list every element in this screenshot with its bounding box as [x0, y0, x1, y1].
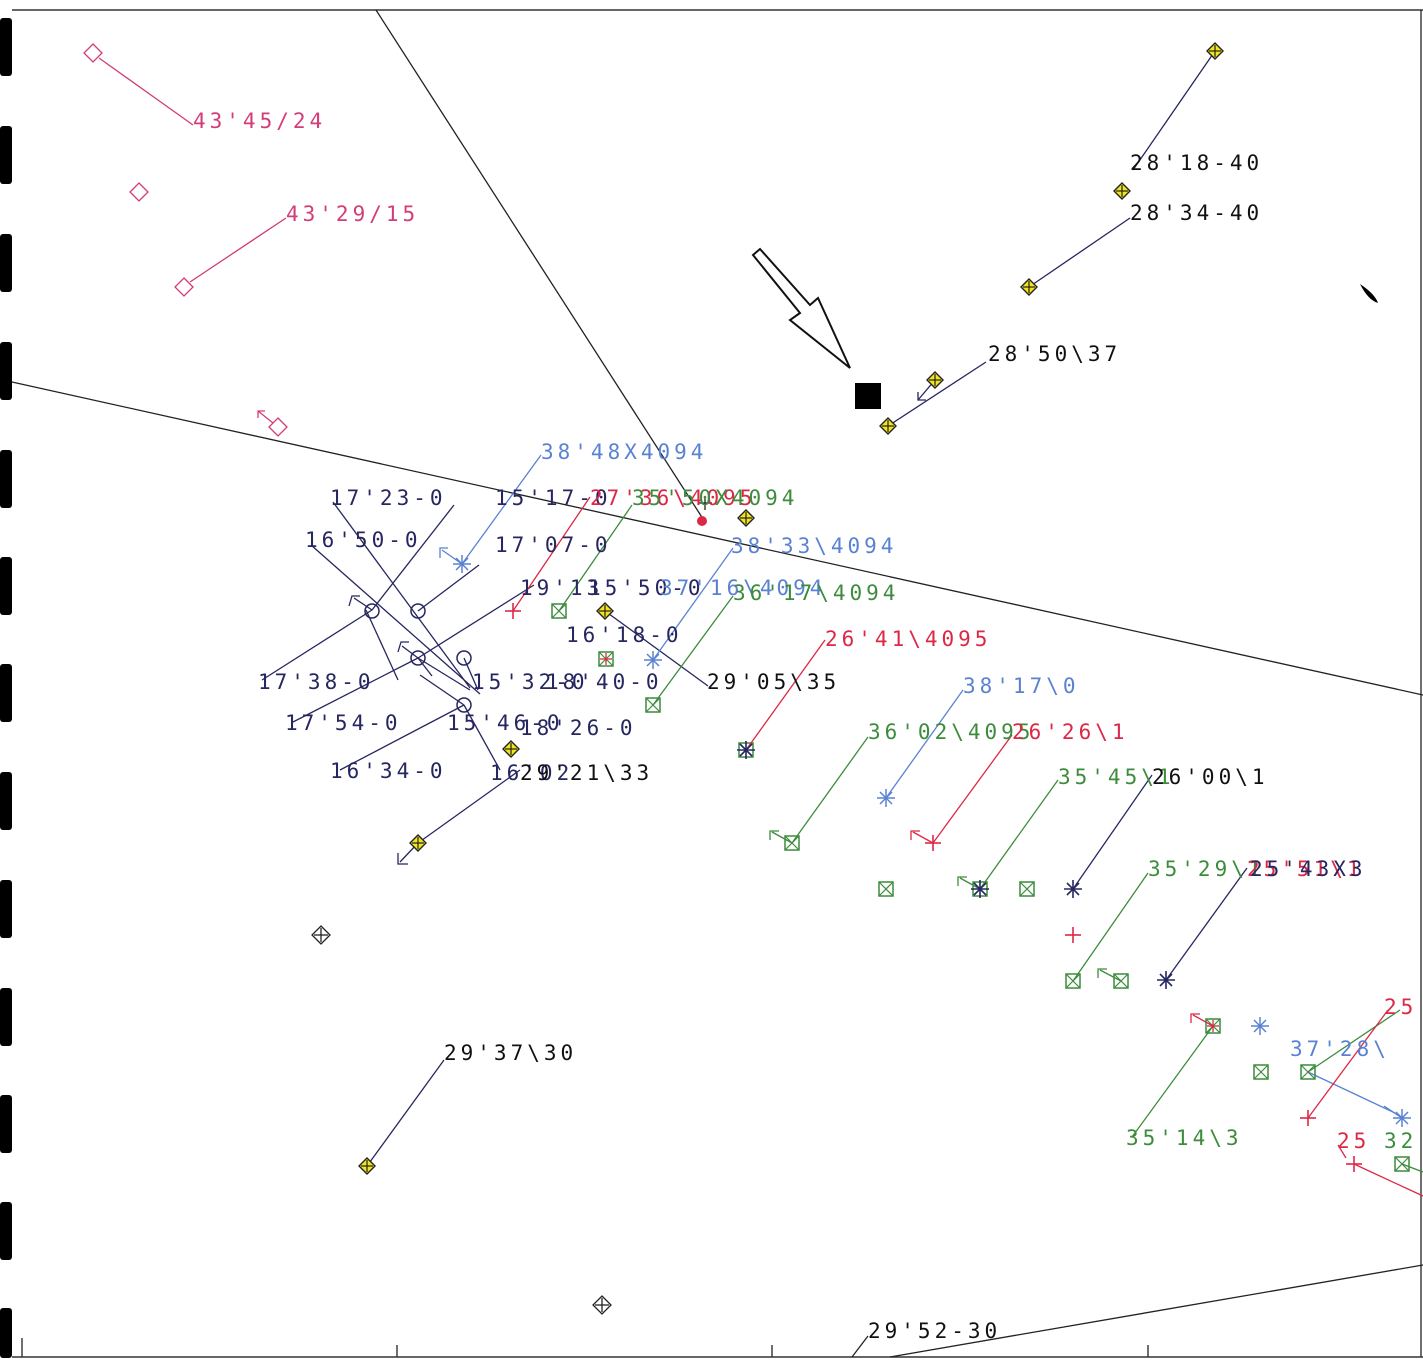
label-a30: 16'34-0: [330, 759, 447, 783]
blue-tracks: [439, 454, 1403, 1119]
label-a1: 43'45/24: [193, 109, 326, 133]
boundary-lines: [11, 9, 1423, 1358]
label-a9: 27'36\4095: [590, 486, 756, 510]
label-a13: 17'07-0: [495, 533, 612, 557]
label-a35: 35'29\1: [1148, 857, 1265, 881]
label-a38: 29'37\30: [444, 1041, 577, 1065]
label-a36: 25'51\1: [1247, 857, 1364, 881]
label-a39: 25: [1384, 995, 1417, 1019]
yellow-diamond-markers: [358, 42, 1224, 1175]
label-a42: 25: [1337, 1129, 1370, 1153]
label-a34: 26'00\1: [1152, 765, 1269, 789]
label-a18: 16'18-0: [566, 623, 683, 647]
label-a19: 26'41\4095: [825, 627, 991, 651]
label-a22: 18'40-0: [546, 670, 663, 694]
label-a21: 15'32-0: [472, 670, 589, 694]
label-a3: 28'18-40: [1130, 151, 1263, 175]
label-a31: 16'02: [490, 761, 573, 785]
label-a24: 38'17\0: [963, 674, 1080, 698]
label-a5: 28'50\37: [988, 342, 1121, 366]
label-a25: 17'54-0: [285, 711, 402, 735]
label-a23: 29'05\35: [707, 670, 840, 694]
label-a12: 16'50-0: [305, 528, 422, 552]
label-a27: 18'26-0: [520, 716, 637, 740]
film-perforations: [0, 18, 12, 1358]
label-a16: 37'16\4094: [660, 576, 826, 600]
crosshair-markers: [311, 496, 712, 1315]
blot-mark: [1360, 284, 1378, 303]
red-tracks: [512, 496, 1423, 1197]
navy-tracks: [261, 50, 1248, 1167]
label-a17: 36'17\4094: [733, 581, 899, 605]
label-a7: 17'23-0: [330, 486, 447, 510]
red-dot-marker: [697, 516, 707, 526]
label-a2: 43'29/15: [286, 202, 419, 226]
red-plus-markers: [505, 603, 1362, 1172]
label-a32: 29'21\33: [520, 761, 653, 785]
label-a28: 36'02\4095: [868, 720, 1034, 744]
label-a33: 35'45\1: [1058, 765, 1175, 789]
frame: [12, 9, 1423, 1358]
pointer-arrow: [751, 247, 881, 409]
label-a10: 35'50X4094: [632, 486, 798, 510]
label-a6: 38'48X4094: [541, 440, 707, 464]
label-a14: 19'13: [520, 576, 603, 600]
label-a8: 15'17-0: [495, 486, 612, 510]
track-labels: 43'45/24 43'29/15 28'18-40 28'34-40 28'5…: [193, 109, 1417, 1343]
label-a37: 25'43X3: [1250, 857, 1367, 881]
label-a26: 15'46-0: [447, 711, 564, 735]
label-a43: 32: [1384, 1129, 1417, 1153]
green-tracks: [558, 504, 1423, 1173]
label-a29: 26'26\1: [1012, 720, 1129, 744]
open-circle-markers: [364, 603, 472, 713]
label-a15: 15'50-0: [588, 576, 705, 600]
label-a4: 28'34-40: [1130, 201, 1263, 225]
magenta-tracks: [83, 43, 288, 437]
label-a11: 38'33\4094: [731, 534, 897, 558]
label-a41: 35'14\3: [1126, 1126, 1243, 1150]
label-a44: 29'52-30: [868, 1319, 1001, 1343]
red-star-markers: [600, 653, 1219, 1032]
label-a20: 17'38-0: [258, 670, 375, 694]
label-a40: 37'28\: [1290, 1037, 1390, 1061]
